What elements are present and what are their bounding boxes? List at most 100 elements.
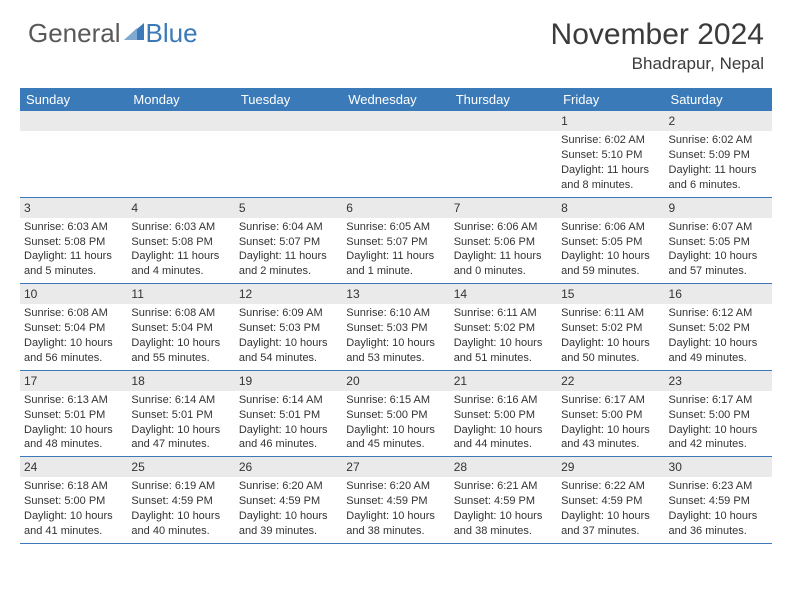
week-row: 1Sunrise: 6:02 AMSunset: 5:10 PMDaylight…	[20, 111, 772, 198]
day-cell: 5Sunrise: 6:04 AMSunset: 5:07 PMDaylight…	[235, 198, 342, 284]
sunrise-line: Sunrise: 6:10 AM	[344, 306, 447, 321]
daylight-line: Daylight: 10 hours and 38 minutes.	[344, 509, 447, 539]
day-number: 7	[450, 198, 557, 218]
sunset-line: Sunset: 5:00 PM	[344, 408, 447, 423]
day-number: 30	[665, 457, 772, 477]
sunset-line: Sunset: 4:59 PM	[667, 494, 770, 509]
day-cell: 6Sunrise: 6:05 AMSunset: 5:07 PMDaylight…	[342, 198, 449, 284]
day-number: 4	[127, 198, 234, 218]
sunset-line: Sunset: 5:06 PM	[452, 235, 555, 250]
day-cell: 8Sunrise: 6:06 AMSunset: 5:05 PMDaylight…	[557, 198, 664, 284]
daylight-line: Daylight: 11 hours and 1 minute.	[344, 249, 447, 279]
sunrise-line: Sunrise: 6:09 AM	[237, 306, 340, 321]
sunset-line: Sunset: 5:04 PM	[22, 321, 125, 336]
sunrise-line: Sunrise: 6:21 AM	[452, 479, 555, 494]
day-cell: 2Sunrise: 6:02 AMSunset: 5:09 PMDaylight…	[665, 111, 772, 197]
logo-text-1: General	[28, 18, 121, 49]
weekday-header: Wednesday	[342, 88, 449, 111]
day-number: 13	[342, 284, 449, 304]
day-cell: 20Sunrise: 6:15 AMSunset: 5:00 PMDayligh…	[342, 371, 449, 457]
sunrise-line: Sunrise: 6:18 AM	[22, 479, 125, 494]
day-number: 18	[127, 371, 234, 391]
calendar-body: 1Sunrise: 6:02 AMSunset: 5:10 PMDaylight…	[20, 111, 772, 544]
calendar: SundayMondayTuesdayWednesdayThursdayFrid…	[20, 88, 772, 544]
day-number: 29	[557, 457, 664, 477]
day-number: 10	[20, 284, 127, 304]
day-cell: 1Sunrise: 6:02 AMSunset: 5:10 PMDaylight…	[557, 111, 664, 197]
daylight-line: Daylight: 11 hours and 2 minutes.	[237, 249, 340, 279]
sunset-line: Sunset: 5:09 PM	[667, 148, 770, 163]
sunset-line: Sunset: 5:00 PM	[667, 408, 770, 423]
day-cell: 15Sunrise: 6:11 AMSunset: 5:02 PMDayligh…	[557, 284, 664, 370]
sunset-line: Sunset: 4:59 PM	[452, 494, 555, 509]
header: General Blue November 2024 Bhadrapur, Ne…	[0, 0, 792, 82]
weekday-header: Saturday	[665, 88, 772, 111]
sunrise-line: Sunrise: 6:11 AM	[559, 306, 662, 321]
sunset-line: Sunset: 5:08 PM	[22, 235, 125, 250]
daylight-line: Daylight: 10 hours and 59 minutes.	[559, 249, 662, 279]
day-cell: 4 Sunrise: 6:03 AMSunset: 5:08 PMDaylight…	[127, 198, 234, 284]
daylight-line: Daylight: 10 hours and 38 minutes.	[452, 509, 555, 539]
day-number: 23	[665, 371, 772, 391]
day-cell: 21Sunrise: 6:16 AMSunset: 5:00 PMDayligh…	[450, 371, 557, 457]
day-number: 22	[557, 371, 664, 391]
sunset-line: Sunset: 5:02 PM	[667, 321, 770, 336]
sunrise-line: Sunrise: 6:07 AM	[667, 220, 770, 235]
sunrise-line: Sunrise: 6:19 AM	[129, 479, 232, 494]
daylight-line: Daylight: 11 hours and 5 minutes.	[22, 249, 125, 279]
day-cell: 28Sunrise: 6:21 AMSunset: 4:59 PMDayligh…	[450, 457, 557, 543]
day-number: 27	[342, 457, 449, 477]
sunset-line: Sunset: 5:04 PM	[129, 321, 232, 336]
daylight-line: Daylight: 10 hours and 56 minutes.	[22, 336, 125, 366]
sunrise-line: Sunrise: 6:04 AM	[237, 220, 340, 235]
weekday-header: Thursday	[450, 88, 557, 111]
daylight-line: Daylight: 10 hours and 48 minutes.	[22, 423, 125, 453]
daylight-line: Daylight: 10 hours and 46 minutes.	[237, 423, 340, 453]
sunrise-line: Sunrise: 6:15 AM	[344, 393, 447, 408]
day-number: 25	[127, 457, 234, 477]
sunrise-line: Sunrise: 6:02 AM	[667, 133, 770, 148]
sunrise-line: Sunrise: 6:06 AM	[452, 220, 555, 235]
weekday-header: Sunday	[20, 88, 127, 111]
sunset-line: Sunset: 4:59 PM	[129, 494, 232, 509]
daylight-line: Daylight: 11 hours and 4 minutes.	[129, 249, 232, 279]
day-cell: 30 Sunrise: 6:23 AMSunset: 4:59 PMDayligh…	[665, 457, 772, 543]
daylight-line: Daylight: 10 hours and 36 minutes.	[667, 509, 770, 539]
sunset-line: Sunset: 5:00 PM	[559, 408, 662, 423]
day-number: 16	[665, 284, 772, 304]
day-number: 26	[235, 457, 342, 477]
week-row: 17Sunrise: 6:13 AMSunset: 5:01 PMDayligh…	[20, 371, 772, 458]
day-cell: 14Sunrise: 6:11 AMSunset: 5:02 PMDayligh…	[450, 284, 557, 370]
sunset-line: Sunset: 5:08 PM	[129, 235, 232, 250]
sunset-line: Sunset: 5:00 PM	[22, 494, 125, 509]
daylight-line: Daylight: 10 hours and 41 minutes.	[22, 509, 125, 539]
sunrise-line: Sunrise: 6:20 AM	[344, 479, 447, 494]
sunrise-line: Sunrise: 6:11 AM	[452, 306, 555, 321]
day-number: 15	[557, 284, 664, 304]
weekday-header: Tuesday	[235, 88, 342, 111]
sunset-line: Sunset: 5:01 PM	[237, 408, 340, 423]
day-number: 19	[235, 371, 342, 391]
day-cell	[127, 111, 234, 197]
day-cell: 9Sunrise: 6:07 AMSunset: 5:05 PMDaylight…	[665, 198, 772, 284]
day-cell: 19 Sunrise: 6:14 AMSunset: 5:01 PMDayligh…	[235, 371, 342, 457]
week-row: 24Sunrise: 6:18 AMSunset: 5:00 PMDayligh…	[20, 457, 772, 544]
sunrise-line: Sunrise: 6:14 AM	[237, 393, 340, 408]
month-title: November 2024	[551, 18, 764, 52]
sunrise-line: Sunrise: 6:23 AM	[667, 479, 770, 494]
sunrise-line: Sunrise: 6:08 AM	[129, 306, 232, 321]
day-cell	[342, 111, 449, 197]
sunrise-line: Sunrise: 6:16 AM	[452, 393, 555, 408]
day-number: 11	[127, 284, 234, 304]
daylight-line: Daylight: 11 hours and 6 minutes.	[667, 163, 770, 193]
sunrise-line: Sunrise: 6:03 AM	[129, 220, 232, 235]
sunset-line: Sunset: 5:03 PM	[344, 321, 447, 336]
sunrise-line: Sunrise: 6:12 AM	[667, 306, 770, 321]
daylight-line: Daylight: 10 hours and 39 minutes.	[237, 509, 340, 539]
day-cell: 10Sunrise: 6:08 AMSunset: 5:04 PMDayligh…	[20, 284, 127, 370]
sunrise-line: Sunrise: 6:05 AM	[344, 220, 447, 235]
day-number: 17	[20, 371, 127, 391]
day-cell: 18Sunrise: 6:14 AMSunset: 5:01 PMDayligh…	[127, 371, 234, 457]
daylight-line: Daylight: 10 hours and 42 minutes.	[667, 423, 770, 453]
weekday-header-row: SundayMondayTuesdayWednesdayThursdayFrid…	[20, 88, 772, 111]
